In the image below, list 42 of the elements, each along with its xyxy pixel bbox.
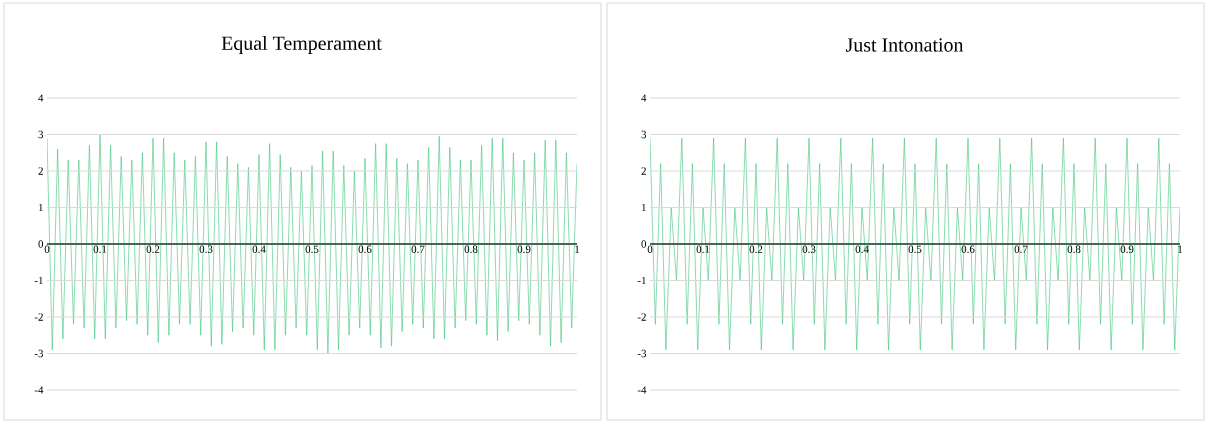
x-tick-label: 0.2 (749, 245, 763, 253)
x-tick-label: 0.1 (696, 245, 710, 253)
x-tick-label: 0.9 (1120, 245, 1134, 253)
y-tick-label: 4 (38, 94, 44, 102)
x-tick-label: 0.6 (961, 245, 975, 253)
y-tick-label: 1 (641, 203, 646, 212)
y-tick-label: -4 (34, 386, 44, 394)
y-tick-label: -3 (637, 349, 647, 358)
y-tick-label: -2 (34, 313, 43, 321)
y-tick-label: 0 (38, 240, 44, 248)
y-tick-label: -1 (34, 276, 43, 285)
x-tick-label: 0 (44, 245, 50, 253)
y-tick-label: 1 (38, 203, 43, 212)
x-tick-label: 0.9 (517, 245, 531, 253)
x-tick-label: 0.4 (252, 245, 266, 253)
y-tick-label: -1 (637, 276, 646, 285)
chart-title: Equal Temperament (221, 35, 382, 55)
x-tick-label: 0.1 (93, 245, 107, 253)
x-tick-label: 1 (1178, 245, 1183, 253)
x-tick-label: 0 (647, 245, 653, 253)
x-tick-label: 0.4 (855, 245, 869, 253)
x-tick-label: 0.8 (1067, 245, 1081, 253)
y-tick-label: 3 (641, 130, 647, 139)
y-tick-label: 0 (641, 240, 647, 248)
x-tick-label: 0.6 (358, 245, 372, 253)
y-tick-label: 3 (38, 130, 44, 139)
y-tick-label: -2 (637, 313, 646, 321)
x-tick-label: 0.3 (802, 245, 816, 253)
x-tick-label: 1 (575, 245, 580, 253)
y-tick-label: 2 (38, 167, 43, 175)
chart-title: Just Intonation (845, 38, 964, 52)
y-tick-label: 2 (641, 167, 646, 175)
x-tick-label: 0.3 (199, 245, 213, 253)
y-tick-label: -3 (34, 349, 44, 358)
y-tick-label: 4 (641, 94, 647, 102)
y-tick-label: -4 (637, 386, 647, 394)
x-tick-label: 0.8 (464, 245, 478, 253)
x-tick-label: 0.5 (305, 245, 319, 253)
x-tick-label: 0.7 (1014, 245, 1028, 253)
x-tick-label: 0.5 (908, 245, 922, 253)
x-tick-label: 0.2 (146, 245, 160, 253)
x-tick-label: 0.7 (411, 245, 425, 253)
